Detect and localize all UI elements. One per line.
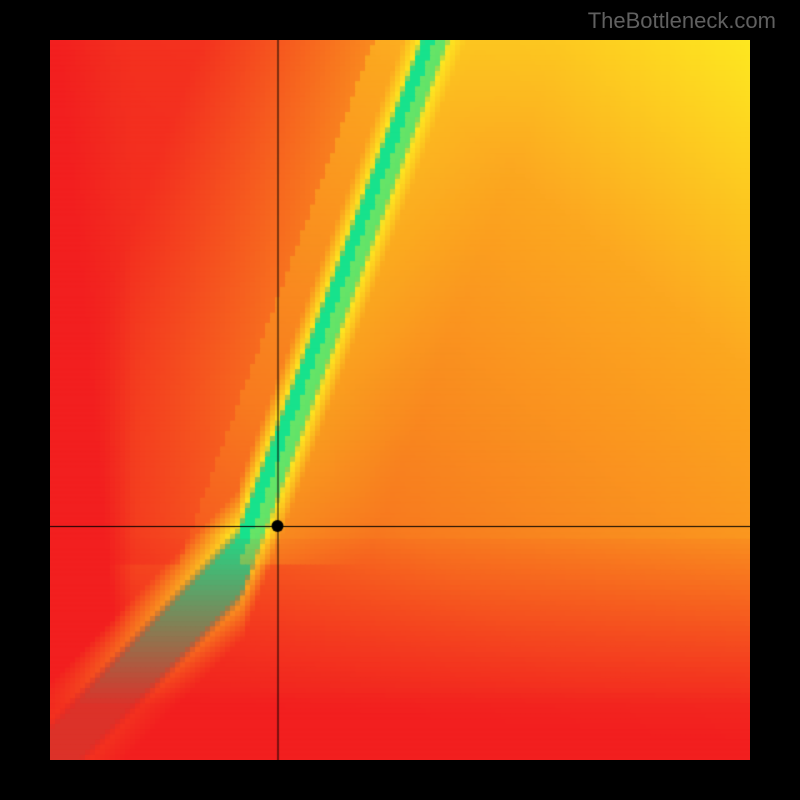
chart-container: TheBottleneck.com [0,0,800,800]
watermark-text: TheBottleneck.com [588,8,776,34]
heatmap-canvas [50,40,750,760]
plot-area [50,40,750,760]
